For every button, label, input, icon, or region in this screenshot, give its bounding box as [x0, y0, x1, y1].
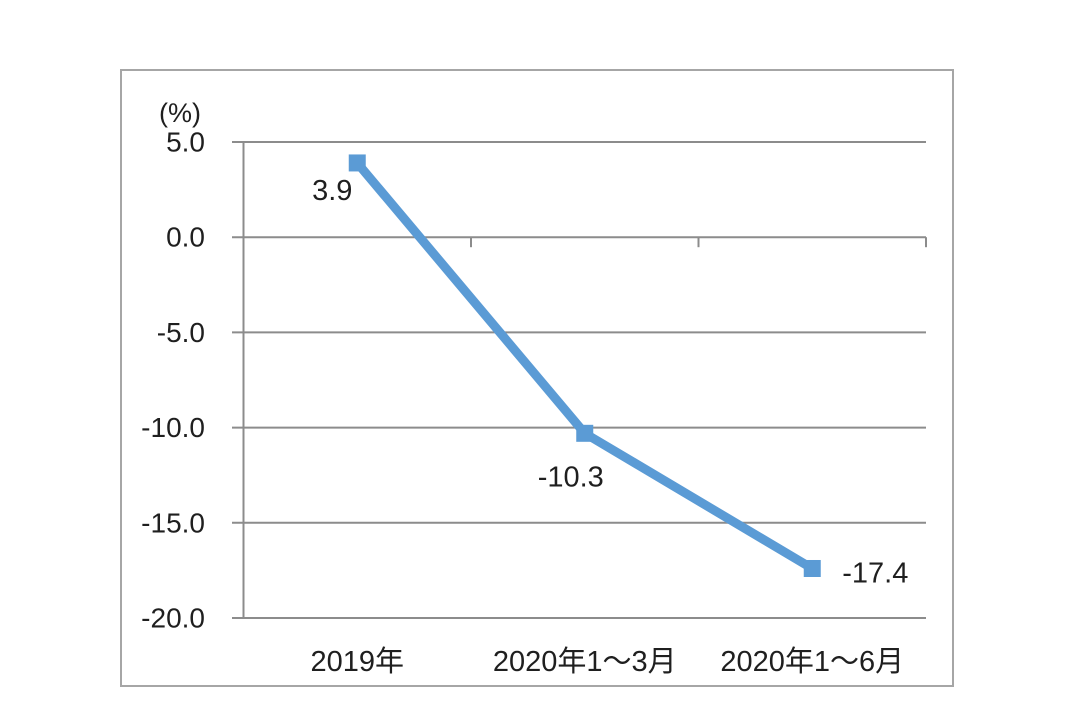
chart-frame — [120, 69, 954, 687]
data-point-marker — [803, 559, 821, 577]
y-tick-label: -15.0 — [141, 507, 205, 538]
y-tick-label: -5.0 — [157, 317, 205, 348]
y-axis-unit-label: (%) — [159, 98, 201, 128]
y-tick-label: -10.0 — [141, 412, 205, 443]
data-label: -17.4 — [842, 557, 908, 589]
x-category-label: 2020年1～6月 — [720, 645, 904, 678]
y-tick-label: -20.0 — [141, 603, 205, 634]
y-tick-label: 5.0 — [166, 127, 205, 158]
data-label: 3.9 — [312, 175, 352, 207]
y-tick-label: 0.0 — [166, 222, 205, 253]
x-category-label: 2019年 — [310, 645, 404, 678]
series-line — [353, 160, 815, 573]
data-label: -10.3 — [538, 461, 604, 493]
x-category-label: 2020年1～3月 — [493, 645, 677, 678]
data-point-marker — [576, 424, 594, 442]
data-point-marker — [348, 154, 366, 172]
